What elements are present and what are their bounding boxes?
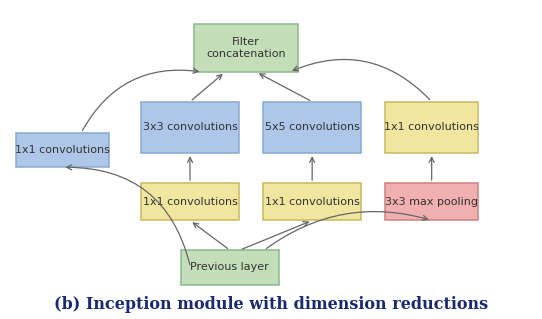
FancyBboxPatch shape [16, 133, 109, 167]
Text: 1x1 convolutions: 1x1 convolutions [264, 197, 359, 207]
Text: (b) Inception module with dimension reductions: (b) Inception module with dimension redu… [54, 296, 488, 313]
Text: 3x3 convolutions: 3x3 convolutions [143, 122, 237, 132]
FancyBboxPatch shape [385, 102, 478, 153]
Text: Previous layer: Previous layer [190, 262, 269, 272]
FancyBboxPatch shape [141, 183, 239, 220]
FancyBboxPatch shape [263, 102, 362, 153]
FancyBboxPatch shape [180, 250, 279, 285]
FancyBboxPatch shape [141, 102, 239, 153]
FancyBboxPatch shape [263, 183, 362, 220]
FancyBboxPatch shape [385, 183, 478, 220]
Text: 1x1 convolutions: 1x1 convolutions [15, 145, 110, 155]
Text: 3x3 max pooling: 3x3 max pooling [385, 197, 478, 207]
Text: 1x1 convolutions: 1x1 convolutions [143, 197, 237, 207]
Text: 5x5 convolutions: 5x5 convolutions [264, 122, 359, 132]
Text: Filter
concatenation: Filter concatenation [206, 37, 286, 59]
Text: 1x1 convolutions: 1x1 convolutions [384, 122, 479, 132]
FancyBboxPatch shape [194, 24, 298, 72]
